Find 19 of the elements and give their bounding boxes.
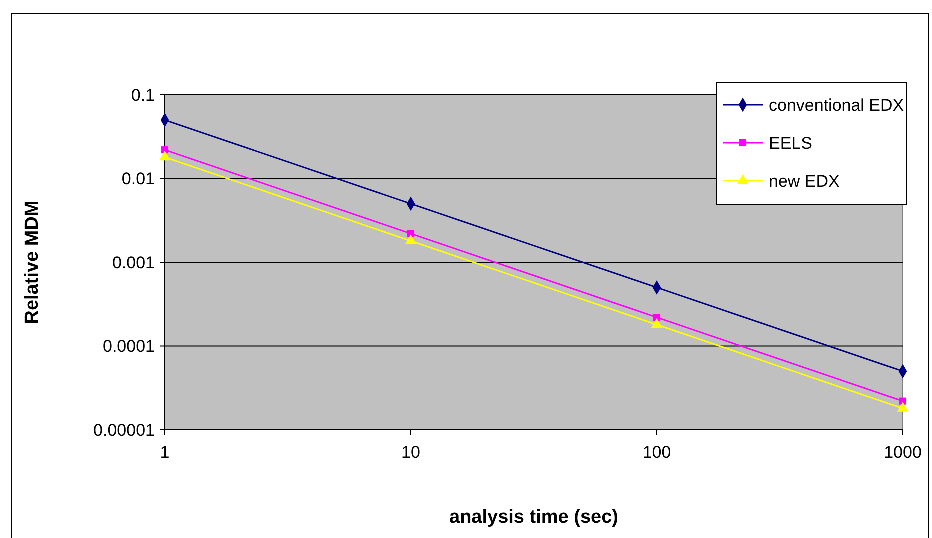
y-tick-label: 0.001 (112, 253, 155, 272)
point (405, 234, 417, 244)
legend-label: new EDX (769, 172, 840, 191)
x-tick-label: 1000 (884, 443, 922, 462)
y-tick-label: 0.01 (122, 170, 155, 189)
y-axis-title: Relative MDM (22, 200, 43, 324)
point (651, 318, 663, 328)
x-tick-label: 100 (642, 443, 672, 462)
x-tick-label: 1 (160, 443, 170, 462)
x-axis-title: analysis time (sec) (450, 507, 618, 528)
point (653, 314, 661, 322)
y-tick-label: 0.0001 (103, 337, 155, 356)
y-tick-label: 0.00001 (94, 420, 155, 440)
point (897, 402, 909, 412)
point (161, 146, 169, 154)
x-tick-label: 10 (402, 443, 420, 462)
y-tick-label: 0.1 (131, 86, 155, 105)
legend-label: conventional EDX (769, 96, 904, 115)
legend-label: EELS (769, 134, 812, 153)
